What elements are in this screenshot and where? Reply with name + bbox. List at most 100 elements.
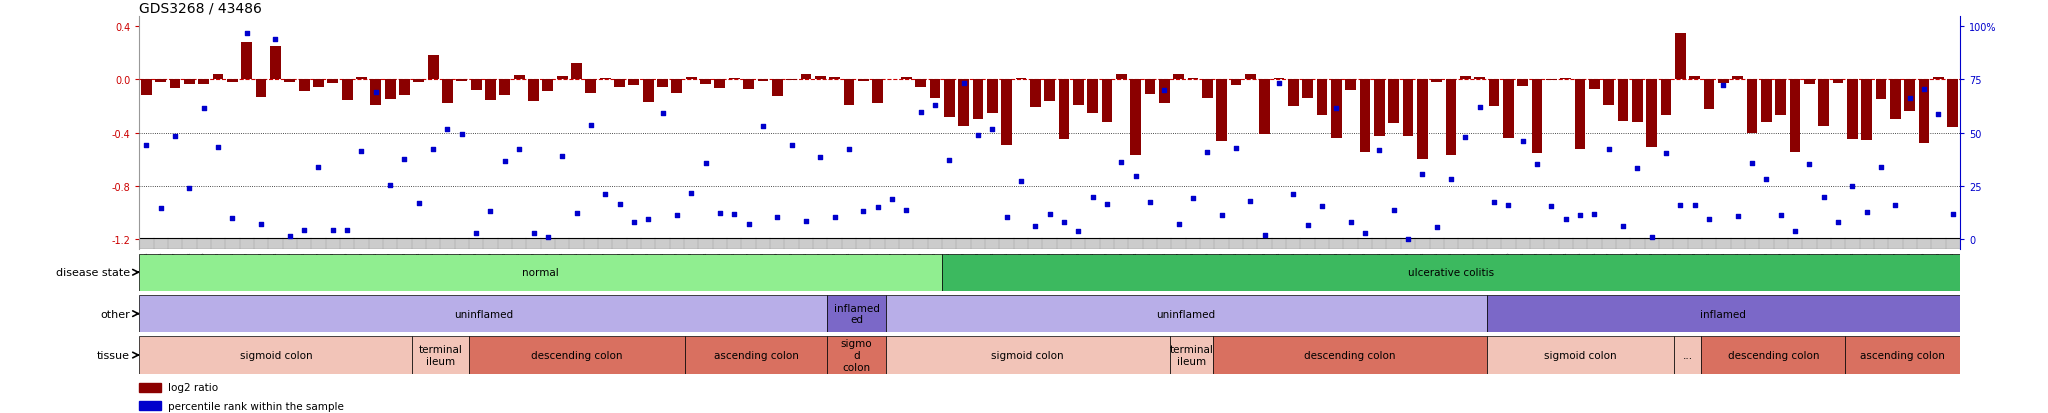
Bar [457,80,467,82]
Bar [1575,80,1585,150]
Bar [987,80,997,113]
Point [401,200,436,206]
Point [590,191,623,198]
Bar [1690,77,1700,80]
Bar [1776,80,1786,116]
Bar [1116,75,1126,80]
Point [1765,212,1798,218]
Bar [1905,80,1915,112]
Bar [242,43,252,80]
Point [1163,221,1196,227]
Point [1192,150,1225,156]
Point [143,206,178,212]
Point [618,219,651,226]
Bar [915,80,926,88]
Point [1536,203,1569,210]
Bar [672,80,682,93]
Text: terminal
ileum: terminal ileum [418,344,463,366]
Bar [743,80,754,90]
Point [532,235,565,241]
Bar [557,76,567,80]
Point [274,233,307,240]
Point [201,144,236,150]
Bar [1661,80,1671,116]
Point [1749,176,1782,183]
Bar [1073,80,1083,106]
Bar [1933,77,1944,80]
Text: sigmo
d
colon: sigmo d colon [842,339,872,372]
Text: uninflamed: uninflamed [1157,309,1217,319]
Bar [1087,80,1098,114]
Bar [543,80,553,92]
Point [258,37,293,44]
Point [991,214,1024,221]
Bar [1188,79,1198,80]
Bar [1044,80,1055,102]
Bar [1360,80,1370,153]
Bar [1589,80,1599,90]
Point [287,227,322,233]
Text: inflamed
ed: inflamed ed [834,303,879,325]
Bar [1702,337,1845,374]
Point [1909,86,1942,93]
Bar [1761,80,1772,122]
Bar [1174,75,1184,80]
Bar [371,80,381,106]
Bar [815,77,825,80]
Bar [385,80,395,100]
Point [1118,173,1151,179]
Point [1491,202,1524,209]
Point [389,157,422,163]
Point [1823,219,1855,225]
Point [705,210,737,217]
Point [1077,194,1110,201]
Point [1176,195,1208,202]
Bar [1016,79,1026,80]
Point [188,105,221,112]
Point [631,216,664,223]
Bar [1673,337,1702,374]
Bar [1231,80,1241,86]
Point [905,109,938,116]
Bar [700,80,711,85]
Text: disease state: disease state [55,268,131,278]
Bar [1214,337,1487,374]
Bar [1675,34,1686,80]
Bar [500,80,510,96]
Bar [657,80,668,88]
Point [791,218,823,225]
Bar [629,80,639,85]
Bar [412,337,469,374]
Point [217,215,250,222]
Point [918,102,950,109]
Bar [1159,80,1169,104]
Bar [141,80,152,96]
Point [877,196,909,202]
Bar [1432,80,1442,83]
Point [1851,209,1884,216]
Bar [442,80,453,104]
Bar [170,80,180,89]
Point [1147,87,1180,94]
Point [1577,211,1610,218]
Point [934,157,967,164]
Point [1376,207,1409,214]
Bar [1790,80,1800,153]
Point [1651,150,1683,157]
Text: terminal
ileum: terminal ileum [1169,344,1214,366]
Point [475,208,508,214]
Point [360,90,393,96]
Point [160,133,193,140]
Bar [1948,80,1958,128]
Bar [942,254,1960,291]
Point [1004,178,1036,185]
Point [332,227,365,233]
Bar [1303,80,1313,98]
Text: inflamed: inflamed [1700,309,1747,319]
Point [1808,194,1841,201]
Bar [1417,80,1427,160]
Point [1364,147,1397,154]
Bar [471,80,481,90]
Point [231,31,262,37]
Point [1421,224,1454,231]
